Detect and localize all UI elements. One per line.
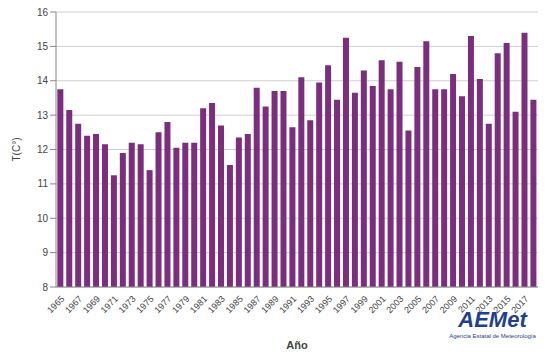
svg-text:1975: 1975 bbox=[134, 294, 155, 315]
svg-text:1991: 1991 bbox=[277, 294, 298, 315]
svg-text:1999: 1999 bbox=[349, 294, 370, 315]
svg-text:2001: 2001 bbox=[366, 294, 387, 315]
svg-text:1989: 1989 bbox=[259, 294, 280, 315]
svg-text:1995: 1995 bbox=[313, 294, 334, 315]
svg-text:2005: 2005 bbox=[402, 294, 423, 315]
svg-text:1965: 1965 bbox=[45, 294, 66, 315]
svg-text:11: 11 bbox=[38, 178, 49, 189]
svg-text:1969: 1969 bbox=[81, 294, 102, 315]
svg-text:2007: 2007 bbox=[420, 294, 441, 315]
svg-text:2003: 2003 bbox=[384, 294, 405, 315]
svg-text:1997: 1997 bbox=[331, 294, 352, 315]
svg-text:2009: 2009 bbox=[438, 294, 459, 315]
svg-text:1967: 1967 bbox=[63, 294, 84, 315]
svg-text:1979: 1979 bbox=[170, 294, 191, 315]
svg-text:9: 9 bbox=[42, 247, 48, 258]
svg-text:1985: 1985 bbox=[224, 294, 245, 315]
svg-text:14: 14 bbox=[37, 75, 49, 86]
svg-text:12: 12 bbox=[37, 144, 49, 155]
svg-text:1983: 1983 bbox=[206, 294, 227, 315]
svg-text:1973: 1973 bbox=[117, 294, 138, 315]
svg-text:16: 16 bbox=[37, 7, 49, 18]
svg-text:10: 10 bbox=[37, 213, 49, 224]
svg-text:1987: 1987 bbox=[242, 294, 263, 315]
svg-text:1971: 1971 bbox=[99, 294, 120, 315]
svg-text:1993: 1993 bbox=[295, 294, 316, 315]
svg-text:Año: Año bbox=[286, 339, 308, 351]
svg-text:13: 13 bbox=[37, 110, 49, 121]
svg-text:15: 15 bbox=[37, 41, 49, 52]
svg-text:8: 8 bbox=[42, 282, 48, 293]
svg-text:1977: 1977 bbox=[152, 294, 173, 315]
svg-text:T(C°): T(C°) bbox=[11, 138, 22, 162]
svg-text:1981: 1981 bbox=[188, 294, 209, 315]
